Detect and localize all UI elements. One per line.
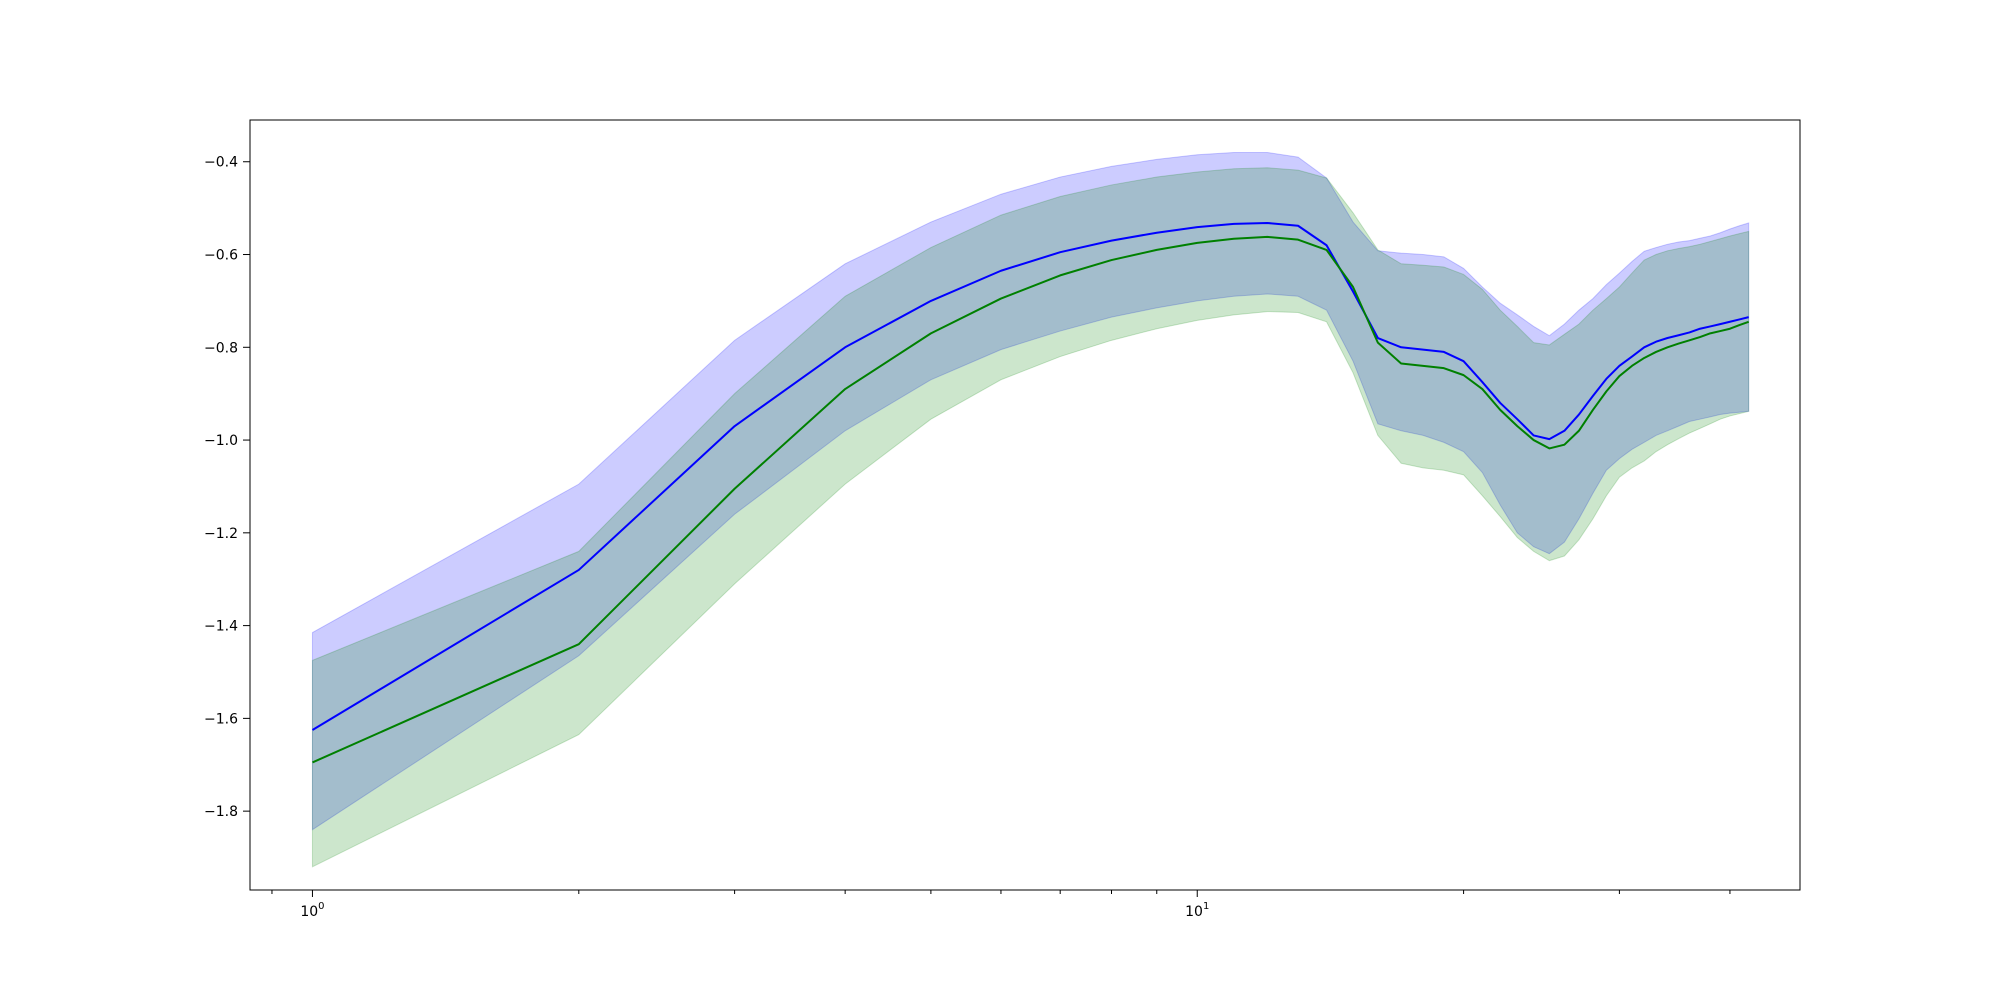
series-1-band	[311, 151, 1750, 831]
y-tick-label: −1.4	[204, 619, 238, 635]
y-tick-label: −1.6	[204, 711, 238, 727]
series-1-line	[311, 221, 1749, 731]
y-tick-label: −0.8	[204, 340, 238, 356]
y-tick-label: −1.8	[204, 804, 238, 820]
plot-frame	[249, 119, 1801, 891]
y-tick-label: −0.4	[204, 155, 238, 171]
y-axis: −0.4 −0.6 −0.8 −1.0 −1.2 −1.4 −1.6 −1.8	[204, 155, 250, 820]
lines-layer	[311, 221, 1750, 764]
x-tick-label: 100	[300, 901, 324, 920]
x-axis: 100 101	[271, 890, 1731, 920]
x-tick-label: 101	[1185, 901, 1209, 920]
y-tick-label: −0.6	[204, 248, 238, 264]
y-tick-label: −1.0	[204, 433, 238, 449]
series-2-line	[312, 235, 1750, 764]
y-tick-label: −1.2	[204, 526, 238, 542]
